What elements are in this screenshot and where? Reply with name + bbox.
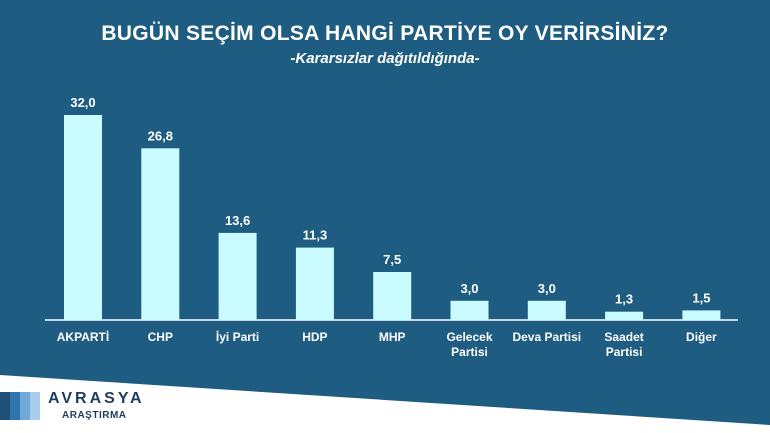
- category-label: İyi Parti: [216, 329, 259, 344]
- category-label: Partisi: [451, 345, 488, 359]
- logo-name: AVRASYA: [48, 390, 145, 407]
- chart-title: BUGÜN SEÇİM OLSA HANGİ PARTİYE OY VERİRS…: [101, 22, 669, 45]
- category-label: Partisi: [606, 345, 643, 359]
- category-label: AKPARTİ: [57, 329, 109, 344]
- logo-bar-3: [20, 392, 30, 420]
- bar-value-label: 1,5: [692, 290, 710, 305]
- bar-6: [450, 300, 489, 320]
- bar-4: [295, 247, 334, 320]
- bar-7: [527, 300, 566, 320]
- bar-9: [682, 310, 721, 320]
- bar-value-label: 1,3: [615, 292, 633, 307]
- logo-subtitle: ARAŞTIRMA: [62, 410, 127, 421]
- brand-logo: AVRASYA ARAŞTIRMA: [0, 390, 200, 433]
- bar-1: [64, 115, 102, 320]
- bar-8: [605, 311, 644, 320]
- category-label: Gelecek: [446, 330, 492, 344]
- category-label: CHP: [148, 330, 173, 344]
- bar-value-label: 32,0: [70, 95, 95, 110]
- logo-bar-2: [10, 392, 20, 420]
- bar-5: [373, 272, 412, 320]
- category-label: MHP: [379, 330, 406, 344]
- bar-value-label: 3,0: [460, 281, 478, 296]
- category-label: Saadet: [604, 330, 643, 344]
- logo-bar-4: [30, 392, 40, 420]
- bar-value-label: 3,0: [538, 281, 556, 296]
- bar-2: [141, 148, 180, 320]
- category-label: Deva Partisi: [512, 330, 581, 344]
- bars-group: 32,0 AKPARTİ 26,8 CHP 13,6 İyi Parti 11,3 HDP 7,…: [57, 95, 721, 359]
- bar-value-label: 13,6: [225, 213, 250, 228]
- logo-bars-icon: [0, 392, 40, 420]
- bar-value-label: 7,5: [383, 252, 401, 267]
- category-label: HDP: [302, 330, 327, 344]
- bar-value-label: 26,8: [148, 128, 173, 143]
- logo-bar-1: [0, 392, 10, 420]
- chart-subtitle: -Kararsızlar dağıtıldığında-: [290, 50, 480, 67]
- category-label: Diğer: [686, 330, 717, 344]
- bar-3: [218, 232, 257, 320]
- bar-value-label: 11,3: [303, 228, 328, 243]
